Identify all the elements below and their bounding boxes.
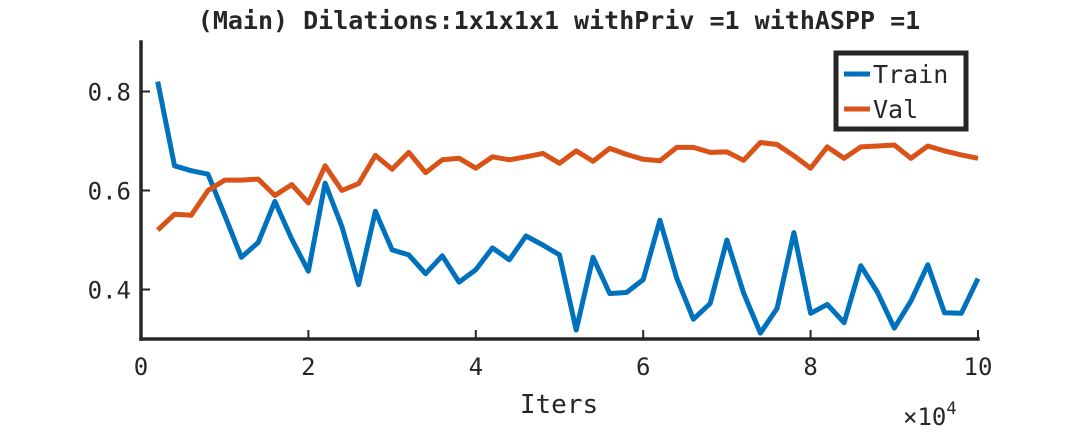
legend-box (833, 50, 969, 132)
y-tick-label: 0.6 (88, 178, 131, 206)
x-exponent-label: ×104 (903, 399, 957, 431)
y-tick-label: 0.4 (88, 277, 131, 305)
legend: Train Val (833, 50, 969, 132)
series-lines (155, 81, 981, 336)
series-line-train (155, 81, 981, 336)
chart-title: (Main) Dilations:1x1x1x1 withPriv =1 wit… (198, 6, 920, 35)
legend-label-val: Val (873, 95, 918, 124)
x-tick-label: 2 (301, 353, 315, 381)
x-tick-label: 4 (469, 353, 483, 381)
x-tick-label: 6 (636, 353, 650, 381)
x-tick-label: 10 (964, 353, 993, 381)
y-tick-label: 0.8 (88, 79, 131, 107)
x-exponent-power: 4 (946, 399, 956, 419)
x-axis-label: Iters (520, 390, 598, 420)
x-exponent-base: ×10 (903, 403, 946, 431)
legend-label-train: Train (873, 60, 948, 89)
x-tick-label: 8 (803, 353, 817, 381)
series-line-val (155, 140, 979, 232)
x-tick-label: 0 (134, 353, 148, 381)
axis-ticks: 0 2 4 6 8 10 0.4 0.6 0.8 (88, 79, 993, 382)
